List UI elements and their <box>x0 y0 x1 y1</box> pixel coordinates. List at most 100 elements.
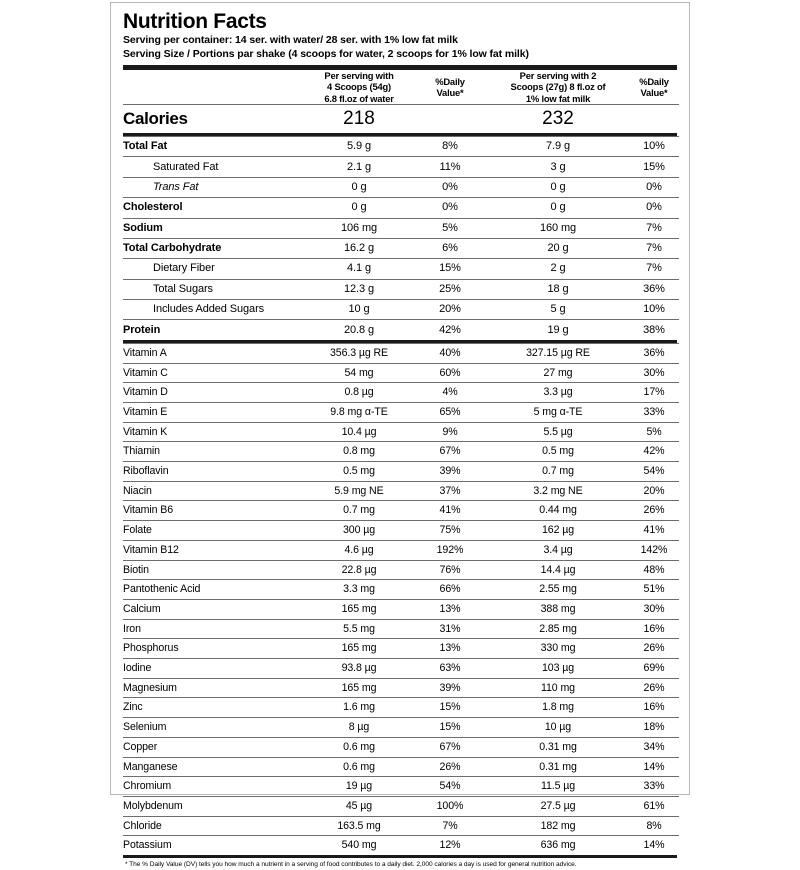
micronutrient-value-milk: 10 µg <box>487 717 629 738</box>
calories-value-milk: 232 <box>487 104 629 134</box>
table-row: Total Fat 5.9 g 8% 7.9 g 10% <box>123 136 679 157</box>
calories-row: Calories 218 232 <box>123 104 679 134</box>
micronutrient-value-milk: 327.15 µg RE <box>487 342 629 364</box>
micronutrient-value-milk: 3.2 mg NE <box>487 480 629 501</box>
divider-thick-top <box>123 64 677 70</box>
table-row: Thiamin 0.8 mg 67% 0.5 mg 42% <box>123 441 679 462</box>
table-row: Vitamin K 10.4 µg 9% 5.5 µg 5% <box>123 421 679 442</box>
micronutrient-value-milk: 14.4 µg <box>487 559 629 580</box>
table-row: Phosphorus 165 mg 13% 330 mg 26% <box>123 638 679 659</box>
table-row: Folate 300 µg 75% 162 µg 41% <box>123 520 679 541</box>
micronutrient-value-water: 8 µg <box>305 717 413 738</box>
micronutrient-value-milk: 3.3 µg <box>487 382 629 403</box>
micronutrient-dv-water: 67% <box>413 441 487 462</box>
nutrient-label: Cholesterol <box>123 197 305 219</box>
table-row: Chloride 163.5 mg 7% 182 mg 8% <box>123 815 679 836</box>
nutrient-dv-milk: 10% <box>629 136 679 157</box>
table-row: Total Carbohydrate 16.2 g 6% 20 g 7% <box>123 237 679 259</box>
nutrient-dv-water: 6% <box>413 237 487 259</box>
micronutrient-value-water: 0.6 mg <box>305 756 413 777</box>
micronutrient-dv-water: 12% <box>413 835 487 856</box>
header-blank <box>123 70 305 105</box>
micronutrient-value-milk: 0.31 mg <box>487 756 629 777</box>
nutrient-dv-water: 8% <box>413 136 487 157</box>
micronutrient-value-water: 22.8 µg <box>305 559 413 580</box>
nutrient-dv-milk: 15% <box>629 156 679 178</box>
micronutrient-dv-water: 13% <box>413 638 487 659</box>
micronutrient-value-milk: 27 mg <box>487 362 629 383</box>
micronutrient-value-water: 0.8 mg <box>305 441 413 462</box>
nutrition-table: Per serving with 4 Scoops (54g) 6.8 fl.o… <box>123 69 679 134</box>
micronutrient-dv-water: 26% <box>413 756 487 777</box>
nutrient-dv-water: 15% <box>413 258 487 280</box>
micronutrient-value-water: 3.3 mg <box>305 579 413 600</box>
nutrient-value-milk: 3 g <box>487 156 629 178</box>
nutrient-label: Trans Fat <box>123 176 305 198</box>
micronutrient-value-milk: 0.31 mg <box>487 736 629 758</box>
micronutrient-label: Biotin <box>123 559 305 580</box>
micronutrient-value-milk: 5.5 µg <box>487 421 629 442</box>
micronutrient-label: Chromium <box>123 776 305 797</box>
micronutrient-label: Riboflavin <box>123 461 305 482</box>
nutrient-dv-milk: 38% <box>629 319 679 340</box>
micronutrient-value-milk: 330 mg <box>487 638 629 659</box>
micronutrient-value-water: 0.6 mg <box>305 736 413 758</box>
micronutrient-value-milk: 0.7 mg <box>487 461 629 482</box>
micronutrient-dv-milk: 18% <box>629 717 679 738</box>
header-col-dv1-line2: Value* <box>436 87 464 99</box>
table-row: Saturated Fat 2.1 g 11% 3 g 15% <box>123 156 679 178</box>
nutrient-dv-water: 0% <box>413 176 487 198</box>
micronutrient-dv-milk: 69% <box>629 658 679 679</box>
micronutrient-dv-water: 13% <box>413 598 487 620</box>
table-row: Manganese 0.6 mg 26% 0.31 mg 14% <box>123 756 679 777</box>
micronutrient-value-water: 5.5 mg <box>305 618 413 639</box>
nutrient-value-milk: 20 g <box>487 237 629 259</box>
nutrient-value-milk: 18 g <box>487 278 629 300</box>
table-row: Cholesterol 0 g 0% 0 g 0% <box>123 197 679 219</box>
nutrient-label: Dietary Fiber <box>123 258 305 280</box>
micronutrient-label: Iron <box>123 618 305 639</box>
micronutrient-dv-milk: 54% <box>629 461 679 482</box>
calories-value-water: 218 <box>305 104 413 134</box>
micronutrient-value-water: 165 mg <box>305 638 413 659</box>
nutrient-value-milk: 19 g <box>487 319 629 340</box>
table-row: Vitamin B6 0.7 mg 41% 0.44 mg 26% <box>123 500 679 521</box>
micronutrient-value-milk: 2.55 mg <box>487 579 629 600</box>
micronutrient-label: Vitamin C <box>123 362 305 383</box>
micronutrient-label: Magnesium <box>123 677 305 698</box>
micronutrient-dv-milk: 26% <box>629 638 679 659</box>
nutrient-value-milk: 0 g <box>487 197 629 219</box>
table-row: Calcium 165 mg 13% 388 mg 30% <box>123 598 679 620</box>
micronutrient-dv-milk: 30% <box>629 598 679 620</box>
header-col-water-line1: Per serving with <box>324 69 394 81</box>
micronutrient-dv-milk: 51% <box>629 579 679 600</box>
micronutrient-label: Vitamin B6 <box>123 500 305 521</box>
nutrient-value-milk: 0 g <box>487 176 629 198</box>
micronutrient-dv-milk: 48% <box>629 559 679 580</box>
calories-label: Calories <box>123 104 305 134</box>
serving-per-container: Serving per container: 14 ser. with wate… <box>123 34 458 47</box>
micronutrient-dv-milk: 14% <box>629 756 679 777</box>
table-row: Riboflavin 0.5 mg 39% 0.7 mg 54% <box>123 461 679 482</box>
nutrient-label: Total Carbohydrate <box>123 237 305 259</box>
micronutrient-dv-water: 37% <box>413 480 487 501</box>
micronutrient-value-water: 5.9 mg NE <box>305 480 413 501</box>
micronutrient-dv-milk: 42% <box>629 441 679 462</box>
micronutrient-dv-water: 39% <box>413 461 487 482</box>
header-col-milk-line2: Scoops (27g) 8 fl.oz of <box>510 81 606 93</box>
micronutrient-dv-milk: 36% <box>629 342 679 364</box>
micronutrient-dv-water: 7% <box>413 815 487 836</box>
micronutrient-dv-water: 192% <box>413 539 487 561</box>
micronutrient-label: Selenium <box>123 717 305 738</box>
nutrient-value-milk: 7.9 g <box>487 136 629 157</box>
micronutrient-dv-water: 75% <box>413 520 487 541</box>
nutrition-facts-label: Nutrition Facts Serving per container: 1… <box>110 2 690 868</box>
table-row: Iron 5.5 mg 31% 2.85 mg 16% <box>123 618 679 639</box>
micronutrient-value-milk: 103 µg <box>487 658 629 679</box>
micronutrient-value-water: 4.6 µg <box>305 539 413 561</box>
nutrient-value-milk: 160 mg <box>487 217 629 239</box>
nutrient-dv-water: 5% <box>413 217 487 239</box>
header-col-dv2: %Daily Value* <box>629 70 679 105</box>
micronutrient-label: Thiamin <box>123 441 305 462</box>
micronutrient-label: Calcium <box>123 598 305 620</box>
